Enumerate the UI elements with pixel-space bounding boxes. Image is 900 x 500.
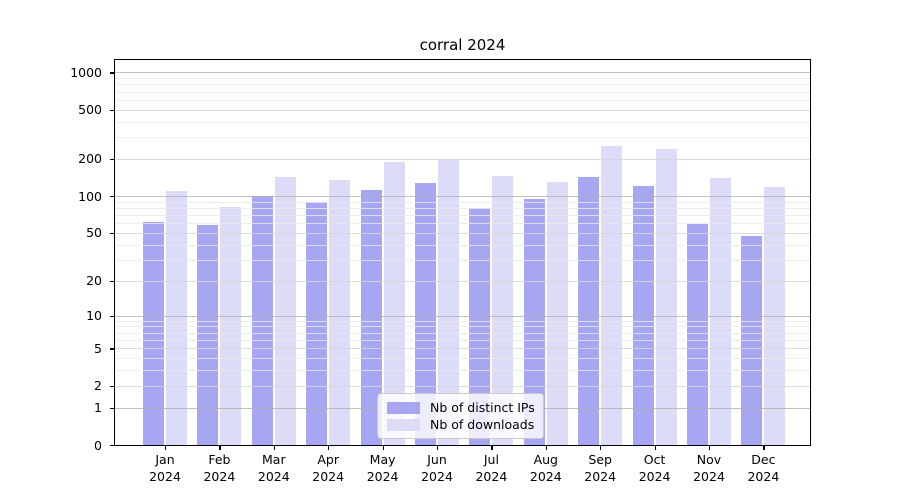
bar-distinct-ips-jan (143, 221, 164, 445)
bar-distinct-ips-mar (251, 196, 273, 445)
y-tick-500 (110, 109, 114, 111)
y-tick-200 (110, 158, 114, 161)
y-tick-label-5: 5 (94, 340, 102, 356)
gridline-70 (115, 215, 810, 217)
x-tick-feb (219, 446, 221, 450)
bar-distinct-ips-aug (523, 199, 545, 445)
y-tick-5 (110, 348, 114, 350)
y-tick-label-500: 500 (78, 102, 102, 118)
x-tick-jul (491, 446, 493, 450)
x-tick-label-nov: Nov 2024 (693, 452, 725, 484)
y-tick-100 (110, 196, 114, 198)
y-tick-label-0: 0 (94, 437, 102, 453)
chart-title: corral 2024 (419, 36, 506, 54)
y-tick-label-10: 10 (86, 308, 102, 324)
y-tick-20 (110, 280, 114, 282)
legend-swatch-distinct-ips (387, 401, 420, 414)
x-tick-label-sep: Sep 2024 (584, 452, 617, 484)
gridline-200 (115, 158, 810, 160)
bar-distinct-ips-may (360, 189, 382, 445)
gridline-80 (115, 207, 810, 209)
x-tick-label-jun: Jun 2024 (421, 452, 453, 484)
bar-distinct-ips-dec (741, 236, 763, 445)
x-tick-apr (328, 446, 330, 450)
gridline-500 (115, 109, 810, 111)
bar-downloads-jul (492, 176, 514, 445)
gridline-900 (115, 78, 810, 80)
x-tick-sep (600, 446, 602, 450)
y-tick-label-1000: 1000 (70, 64, 102, 80)
bar-distinct-ips-jun (415, 182, 436, 445)
x-tick-label-jul: Jul 2024 (475, 452, 508, 484)
bar-downloads-jun (438, 160, 459, 445)
bar-downloads-feb (220, 206, 242, 445)
y-tick-1 (110, 407, 114, 409)
legend: Nb of distinct IPs Nb of downloads (377, 393, 544, 439)
x-tick-aug (545, 446, 547, 450)
y-tick-10 (110, 315, 114, 317)
bar-downloads-sep (601, 145, 623, 445)
gridline-400 (115, 121, 810, 123)
gridline-300 (115, 137, 810, 139)
x-tick-mar (273, 446, 275, 450)
y-tick-label-20: 20 (86, 273, 102, 289)
legend-label-downloads: Nb of downloads (430, 417, 535, 432)
y-tick-1000 (110, 72, 114, 74)
y-tick-0 (110, 445, 114, 447)
x-tick-label-mar: Mar 2024 (257, 452, 290, 484)
bar-downloads-nov (710, 178, 731, 445)
bar-downloads-dec (764, 186, 786, 445)
x-tick-label-apr: Apr 2024 (312, 452, 345, 484)
bar-downloads-aug (546, 181, 568, 445)
gridline-100 (115, 196, 810, 198)
legend-swatch-downloads (387, 418, 420, 431)
x-tick-jun (437, 446, 439, 450)
legend-item-distinct-ips: Nb of distinct IPs (387, 399, 535, 416)
legend-label-distinct-ips: Nb of distinct IPs (430, 400, 535, 415)
y-tick-label-1: 1 (94, 400, 102, 416)
x-tick-nov (709, 446, 711, 450)
bar-downloads-oct (655, 149, 677, 445)
gridline-700 (115, 91, 810, 93)
gridline-1000 (115, 72, 810, 74)
gridline-600 (115, 99, 810, 101)
x-tick-label-dec: Dec 2024 (747, 452, 780, 484)
bar-downloads-mar (274, 176, 296, 445)
x-tick-oct (654, 446, 656, 450)
x-tick-jan (165, 446, 167, 450)
x-tick-may (382, 446, 384, 450)
plot-area (114, 59, 811, 446)
bar-distinct-ips-sep (578, 176, 600, 445)
x-tick-label-may: May 2024 (366, 452, 399, 484)
y-tick-label-200: 200 (78, 151, 102, 167)
y-tick-label-100: 100 (78, 188, 102, 204)
legend-item-downloads: Nb of downloads (387, 416, 535, 433)
bar-downloads-apr (329, 180, 351, 445)
bar-distinct-ips-apr (306, 201, 328, 445)
x-tick-label-aug: Aug 2024 (529, 452, 562, 484)
bar-distinct-ips-nov (687, 224, 708, 445)
y-tick-label-50: 50 (86, 225, 102, 241)
y-tick-label-2: 2 (94, 378, 102, 394)
x-tick-label-jan: Jan 2024 (149, 452, 181, 484)
x-tick-dec (763, 446, 765, 450)
bar-downloads-jan (166, 190, 187, 445)
y-tick-2 (110, 385, 114, 387)
bar-distinct-ips-oct (632, 186, 654, 445)
x-tick-label-feb: Feb 2024 (203, 452, 236, 484)
gridline-800 (115, 84, 810, 86)
y-tick-50 (110, 232, 114, 235)
x-tick-label-oct: Oct 2024 (638, 452, 671, 484)
gridline-90 (115, 201, 810, 203)
bar-distinct-ips-feb (197, 225, 219, 445)
